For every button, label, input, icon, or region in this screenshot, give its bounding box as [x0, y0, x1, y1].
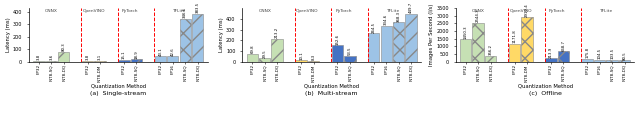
Bar — [368, 33, 380, 62]
Text: 449.7: 449.7 — [409, 2, 413, 13]
Text: TFLite: TFLite — [172, 9, 186, 13]
Bar — [545, 58, 557, 61]
Text: 175.8: 175.8 — [585, 47, 589, 58]
Text: (b)  Multi-stream: (b) Multi-stream — [305, 91, 358, 96]
Text: 1171.8: 1171.8 — [513, 29, 516, 43]
Bar — [271, 39, 283, 62]
Bar — [485, 56, 497, 62]
Text: PyTorch: PyTorch — [549, 9, 565, 13]
Bar — [259, 58, 271, 61]
Bar — [509, 44, 520, 62]
Bar — [619, 60, 630, 62]
Text: 8.3: 8.3 — [312, 54, 316, 60]
Y-axis label: Latency (ms): Latency (ms) — [6, 18, 10, 52]
Text: 42.6: 42.6 — [171, 47, 175, 56]
Text: 383.5: 383.5 — [196, 2, 200, 13]
X-axis label: Quantization Method: Quantization Method — [91, 83, 146, 88]
Text: 18.9: 18.9 — [134, 50, 138, 58]
Text: ONNX: ONNX — [472, 9, 484, 13]
Text: 334.6: 334.6 — [384, 14, 388, 25]
Bar — [296, 60, 307, 62]
Text: TFLite: TFLite — [599, 9, 612, 13]
Bar — [118, 60, 130, 62]
Bar — [82, 61, 93, 62]
Text: 3.8: 3.8 — [86, 54, 90, 60]
Bar — [33, 61, 45, 62]
Text: 80.3: 80.3 — [61, 42, 66, 51]
Bar — [45, 61, 57, 62]
Text: OpenVINO: OpenVINO — [83, 9, 105, 13]
Bar — [192, 14, 204, 62]
Text: 2910.4: 2910.4 — [525, 3, 529, 17]
Bar — [582, 59, 593, 62]
Bar — [332, 45, 343, 62]
Text: 3.8: 3.8 — [37, 54, 41, 60]
Bar — [521, 17, 532, 62]
Bar — [58, 52, 70, 62]
Text: OpenVINO: OpenVINO — [509, 9, 532, 13]
Bar — [472, 23, 484, 62]
Bar — [308, 61, 319, 62]
Text: TFLite: TFLite — [386, 9, 399, 13]
Text: 356.2: 356.2 — [488, 44, 493, 56]
Text: 668.7: 668.7 — [561, 40, 565, 51]
Y-axis label: Images Per Second (I/s): Images Per Second (I/s) — [429, 4, 435, 66]
Text: 104.5: 104.5 — [598, 48, 602, 59]
Bar — [405, 14, 417, 62]
Text: (c)  Offline: (c) Offline — [529, 91, 561, 96]
Text: 80.5: 80.5 — [623, 51, 627, 60]
Text: 15.1: 15.1 — [122, 50, 126, 59]
Text: 346.6: 346.6 — [183, 7, 188, 18]
Text: (a)  Single-stream: (a) Single-stream — [90, 91, 147, 96]
X-axis label: Quantization Method: Quantization Method — [304, 83, 359, 88]
Bar — [557, 51, 569, 62]
Text: 1450.3: 1450.3 — [464, 25, 468, 39]
Text: 10.1: 10.1 — [299, 51, 303, 60]
Text: 3.6: 3.6 — [49, 54, 53, 60]
Bar — [155, 56, 166, 62]
Bar — [393, 22, 404, 62]
Text: 3.1: 3.1 — [98, 54, 102, 60]
Text: 368.3: 368.3 — [397, 10, 401, 22]
Text: 152.6: 152.6 — [335, 34, 339, 45]
Text: ONNX: ONNX — [259, 9, 271, 13]
Text: 29.5: 29.5 — [263, 49, 267, 58]
Text: 264.5: 264.5 — [372, 22, 376, 33]
Bar — [94, 61, 106, 62]
Text: 213.2: 213.2 — [275, 27, 279, 38]
Text: PyTorch: PyTorch — [335, 9, 352, 13]
Bar — [246, 54, 258, 62]
Bar — [460, 40, 472, 62]
Text: 43.1: 43.1 — [158, 47, 163, 56]
X-axis label: Quantization Method: Quantization Method — [518, 83, 573, 88]
Text: PyTorch: PyTorch — [122, 9, 138, 13]
Text: OpenVINO: OpenVINO — [296, 9, 319, 13]
Bar — [381, 26, 392, 62]
Text: 2544.3: 2544.3 — [476, 8, 480, 22]
Bar — [344, 56, 356, 62]
Bar — [594, 60, 605, 62]
Text: 53.5: 53.5 — [348, 47, 352, 55]
Bar — [131, 59, 142, 62]
Text: 69.8: 69.8 — [250, 45, 254, 53]
Bar — [167, 56, 179, 62]
Y-axis label: Latency (ms): Latency (ms) — [219, 18, 224, 52]
Bar — [607, 60, 618, 62]
Text: ONNX: ONNX — [45, 9, 58, 13]
Text: 103.5: 103.5 — [610, 48, 614, 59]
Text: 213.9: 213.9 — [549, 46, 553, 58]
Bar — [179, 19, 191, 62]
